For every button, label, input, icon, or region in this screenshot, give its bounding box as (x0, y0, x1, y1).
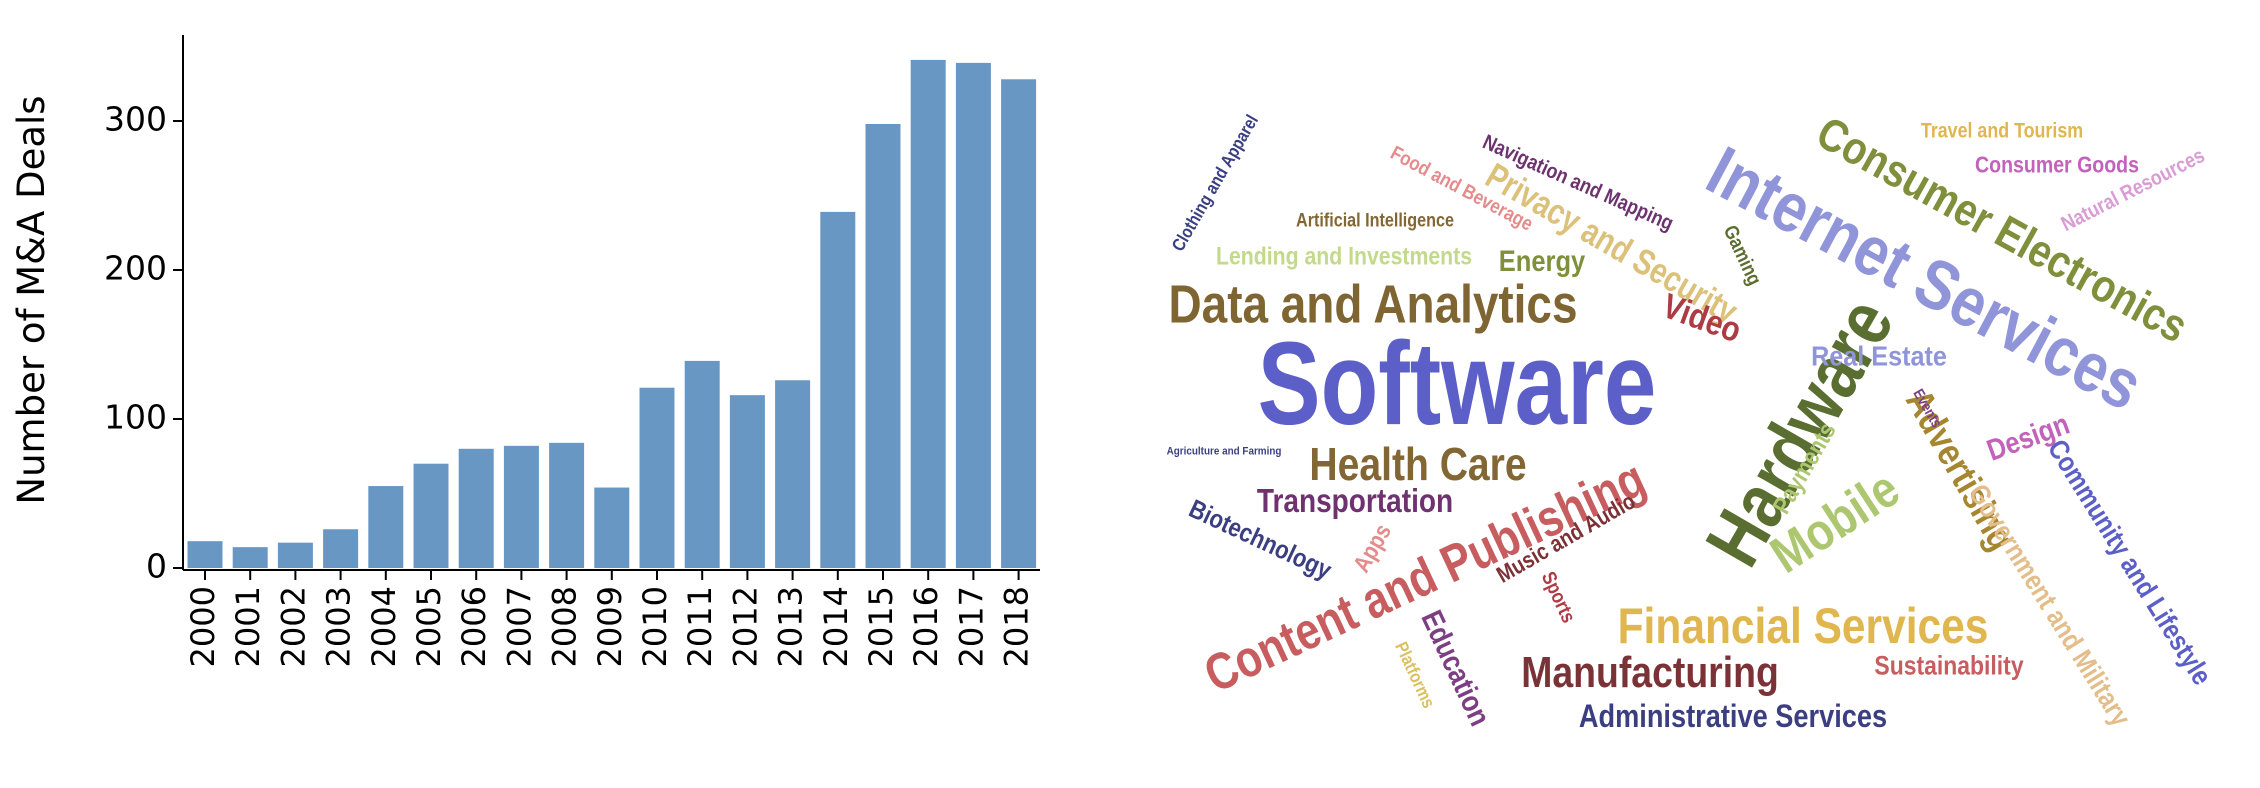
bar-2006 (458, 448, 494, 568)
word-cloud-word: Education (1415, 605, 1497, 731)
bar-2005 (413, 463, 449, 568)
y-tick-label: 200 (104, 249, 167, 288)
word-cloud: Software Internet ServicesHardwareConsume… (1167, 107, 2219, 735)
y-tick-label: 100 (104, 398, 167, 437)
bar-2011 (684, 360, 720, 568)
word-cloud-word: Sports (1537, 568, 1580, 626)
word-cloud-word: Energy (1499, 244, 1586, 277)
word-cloud-word: Manufacturing (1521, 647, 1779, 697)
word-cloud-word: Financial Services (1618, 598, 1989, 654)
x-tick-label: 2009 (591, 586, 629, 667)
x-tick-label: 2001 (229, 586, 267, 667)
bar-2001 (232, 547, 268, 568)
x-axis-ticks: 2000 2001 2002 2003 2004 2005 2006 2007 2008 2009… (184, 570, 1036, 667)
word-cloud-word: Clothing and Apparel (1168, 111, 1263, 255)
x-tick-label: 2000 (184, 586, 222, 667)
word-cloud-word: Software (1258, 317, 1657, 450)
bar-2018 (1001, 79, 1037, 568)
word-cloud-word: Travel and Tourism (1921, 119, 2083, 143)
x-tick-label: 2002 (274, 586, 312, 667)
bar-2017 (955, 62, 991, 568)
word-cloud-word: Health Care (1309, 439, 1526, 491)
x-tick-label: 2017 (952, 586, 990, 667)
x-tick-label: 2004 (365, 586, 403, 667)
x-tick-label: 2005 (410, 586, 448, 667)
bar-2015 (865, 123, 901, 568)
word-cloud-word: Administrative Services (1579, 699, 1887, 735)
x-tick-label: 2018 (998, 586, 1036, 667)
bar-2009 (594, 487, 630, 568)
x-tick-label: 2008 (546, 586, 584, 667)
y-axis-label: Number of M&A Deals (10, 95, 53, 504)
word-cloud-word: Transportation (1257, 483, 1453, 520)
x-tick-label: 2007 (500, 586, 538, 667)
word-cloud-word: Artificial Intelligence (1296, 209, 1454, 231)
x-tick-label: 2006 (455, 586, 493, 667)
x-tick-label: 2012 (726, 586, 764, 667)
word-cloud-word: Real Estate (1811, 340, 1947, 372)
bar-2003 (323, 529, 359, 568)
word-cloud-word: Lending and Investments (1216, 242, 1472, 270)
bar-2013 (775, 380, 811, 568)
y-axis-ticks: 0 100 200 300 (104, 100, 183, 586)
y-tick-label: 0 (146, 547, 167, 586)
x-tick-label: 2013 (772, 586, 810, 667)
bar-2010 (639, 387, 675, 568)
bar-2012 (729, 395, 765, 568)
word-cloud-word: Consumer Goods (1975, 152, 2139, 178)
x-tick-label: 2016 (907, 586, 945, 667)
x-tick-label: 2011 (681, 586, 719, 667)
word-cloud-word: Sustainability (1874, 651, 2023, 681)
x-tick-label: 2010 (636, 586, 674, 667)
bar-2004 (368, 486, 404, 568)
x-tick-label: 2015 (862, 586, 900, 667)
bar-2008 (549, 442, 585, 568)
bar-2016 (910, 59, 946, 568)
bar-2000 (187, 541, 223, 568)
bar-series (187, 59, 1037, 568)
x-tick-label: 2003 (320, 586, 358, 667)
x-tick-label: 2014 (817, 586, 855, 667)
y-tick-label: 300 (104, 100, 167, 139)
word-cloud-word: Data and Analytics (1169, 274, 1578, 334)
bar-2007 (503, 445, 539, 568)
word-cloud-word: Agriculture and Farming (1167, 446, 1282, 458)
bar-2002 (277, 542, 313, 568)
bar-2014 (820, 211, 856, 568)
